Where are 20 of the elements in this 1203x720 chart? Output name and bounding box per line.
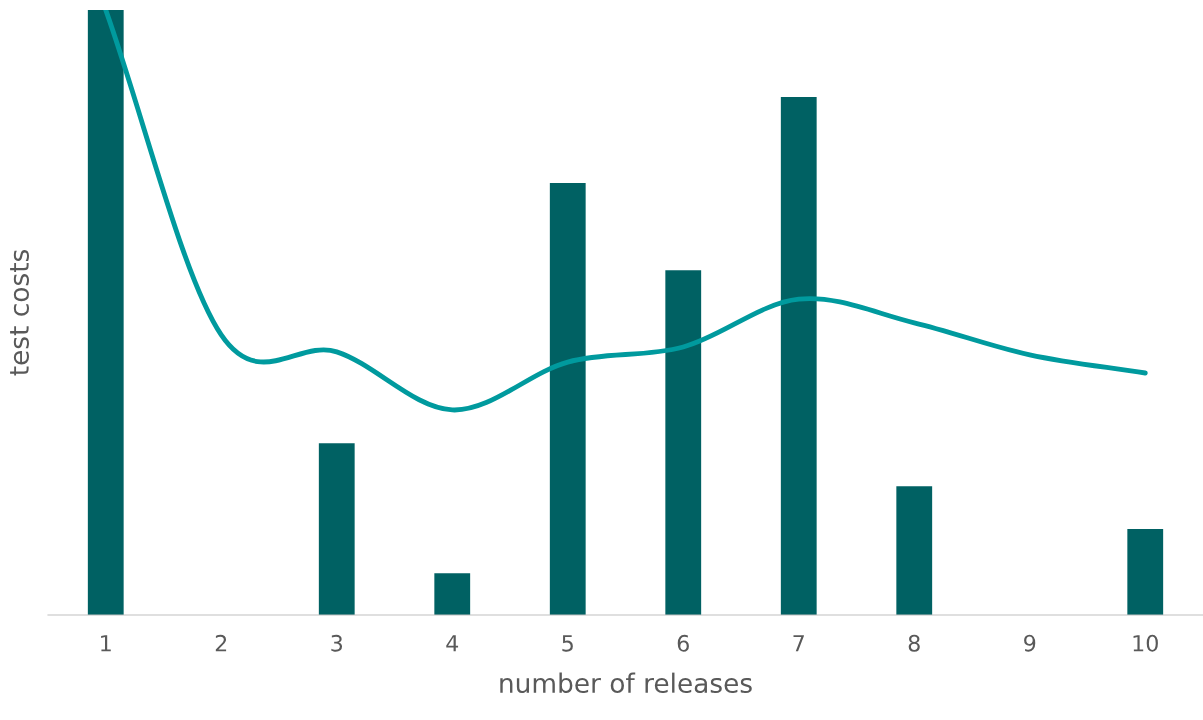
bar bbox=[665, 270, 702, 615]
x-tick-label: 1 bbox=[101, 635, 111, 652]
x-tick-label: 10 bbox=[1133, 634, 1158, 652]
x-tick-label: 7 bbox=[793, 635, 804, 652]
x-tick-label: 6 bbox=[677, 634, 689, 652]
bar bbox=[87, 10, 124, 615]
x-tick-label: 3 bbox=[331, 634, 343, 652]
bar bbox=[549, 183, 586, 615]
x-tick-label: 4 bbox=[446, 635, 459, 652]
x-tick-label: 9 bbox=[1024, 634, 1036, 652]
x-tick-label: 2 bbox=[215, 634, 227, 652]
x-tick-label: 8 bbox=[908, 634, 920, 652]
x-tick-label: 5 bbox=[562, 635, 573, 652]
x-axis-title: number of releases bbox=[500, 672, 752, 694]
y-axis-title: test costs bbox=[10, 250, 29, 376]
bar bbox=[434, 573, 471, 615]
bar bbox=[896, 486, 933, 615]
bar bbox=[1127, 529, 1164, 615]
bar bbox=[318, 443, 355, 615]
bar bbox=[780, 97, 817, 615]
